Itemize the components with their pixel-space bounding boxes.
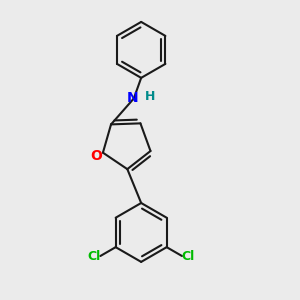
Text: Cl: Cl — [182, 250, 195, 262]
Text: N: N — [127, 92, 138, 106]
Text: Cl: Cl — [87, 250, 101, 262]
Text: O: O — [91, 148, 102, 163]
Text: H: H — [145, 91, 155, 103]
